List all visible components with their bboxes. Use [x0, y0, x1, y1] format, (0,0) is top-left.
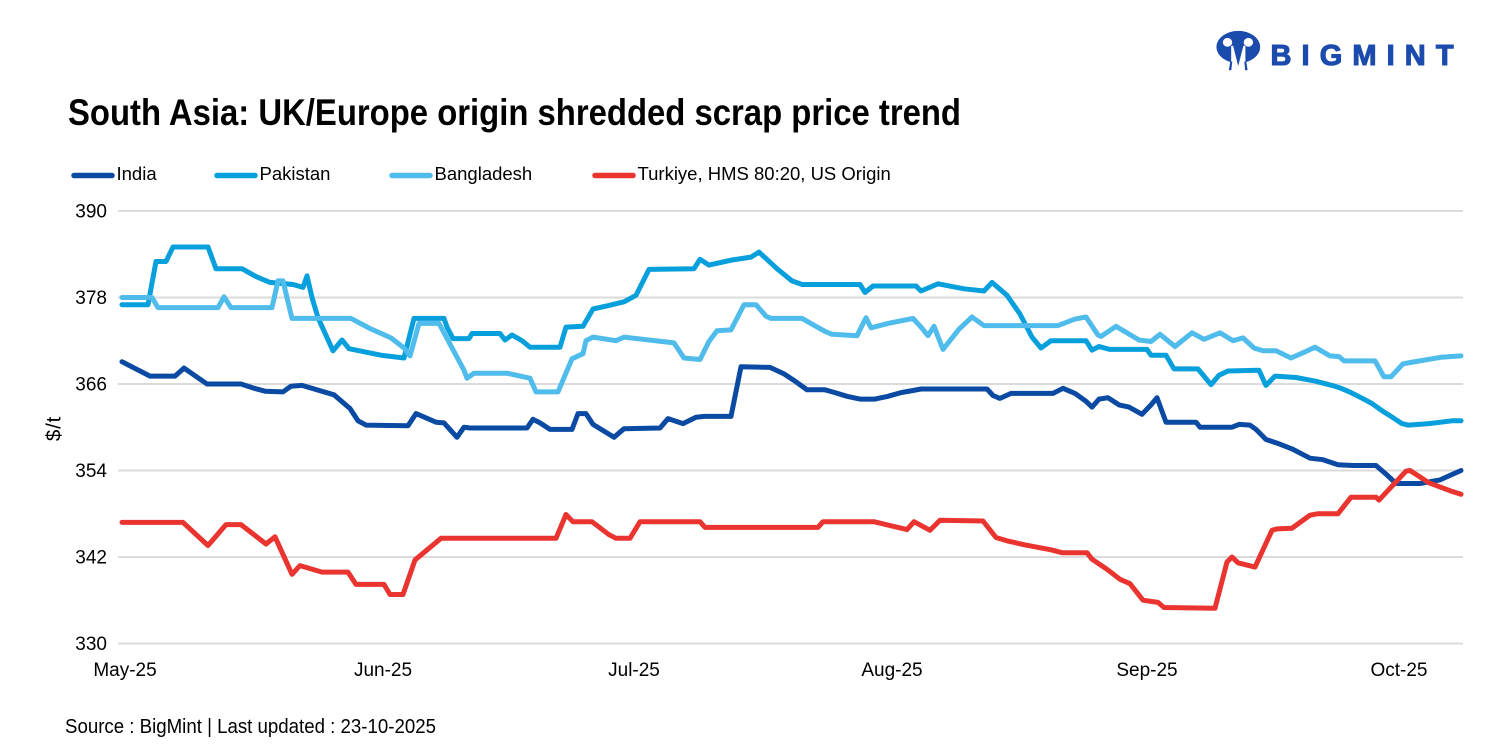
svg-text:390: 390 — [75, 202, 107, 223]
svg-text:Jul-25: Jul-25 — [608, 660, 660, 681]
svg-text:Turkiye, HMS 80:20, US Origin: Turkiye, HMS 80:20, US Origin — [638, 163, 891, 184]
svg-text:342: 342 — [75, 548, 107, 569]
svg-text:Oct-25: Oct-25 — [1370, 660, 1427, 681]
svg-text:Jun-25: Jun-25 — [354, 660, 412, 681]
svg-text:Bangladesh: Bangladesh — [435, 163, 533, 184]
svg-text:330: 330 — [75, 634, 107, 655]
svg-text:India: India — [117, 163, 158, 184]
svg-text:May-25: May-25 — [93, 660, 156, 681]
svg-text:Source : BigMint | Last update: Source : BigMint | Last updated : 23-10-… — [65, 716, 436, 738]
svg-text:South Asia: UK/Europe origin s: South Asia: UK/Europe origin shredded sc… — [68, 92, 961, 133]
svg-text:366: 366 — [75, 375, 107, 396]
svg-text:Aug-25: Aug-25 — [861, 660, 922, 681]
svg-text:$/t: $/t — [43, 416, 66, 441]
svg-text:BIGMINT: BIGMINT — [1271, 40, 1464, 72]
svg-text:Sep-25: Sep-25 — [1116, 660, 1177, 681]
svg-text:354: 354 — [75, 461, 107, 482]
svg-text:378: 378 — [75, 288, 107, 309]
svg-text:Pakistan: Pakistan — [260, 163, 331, 184]
